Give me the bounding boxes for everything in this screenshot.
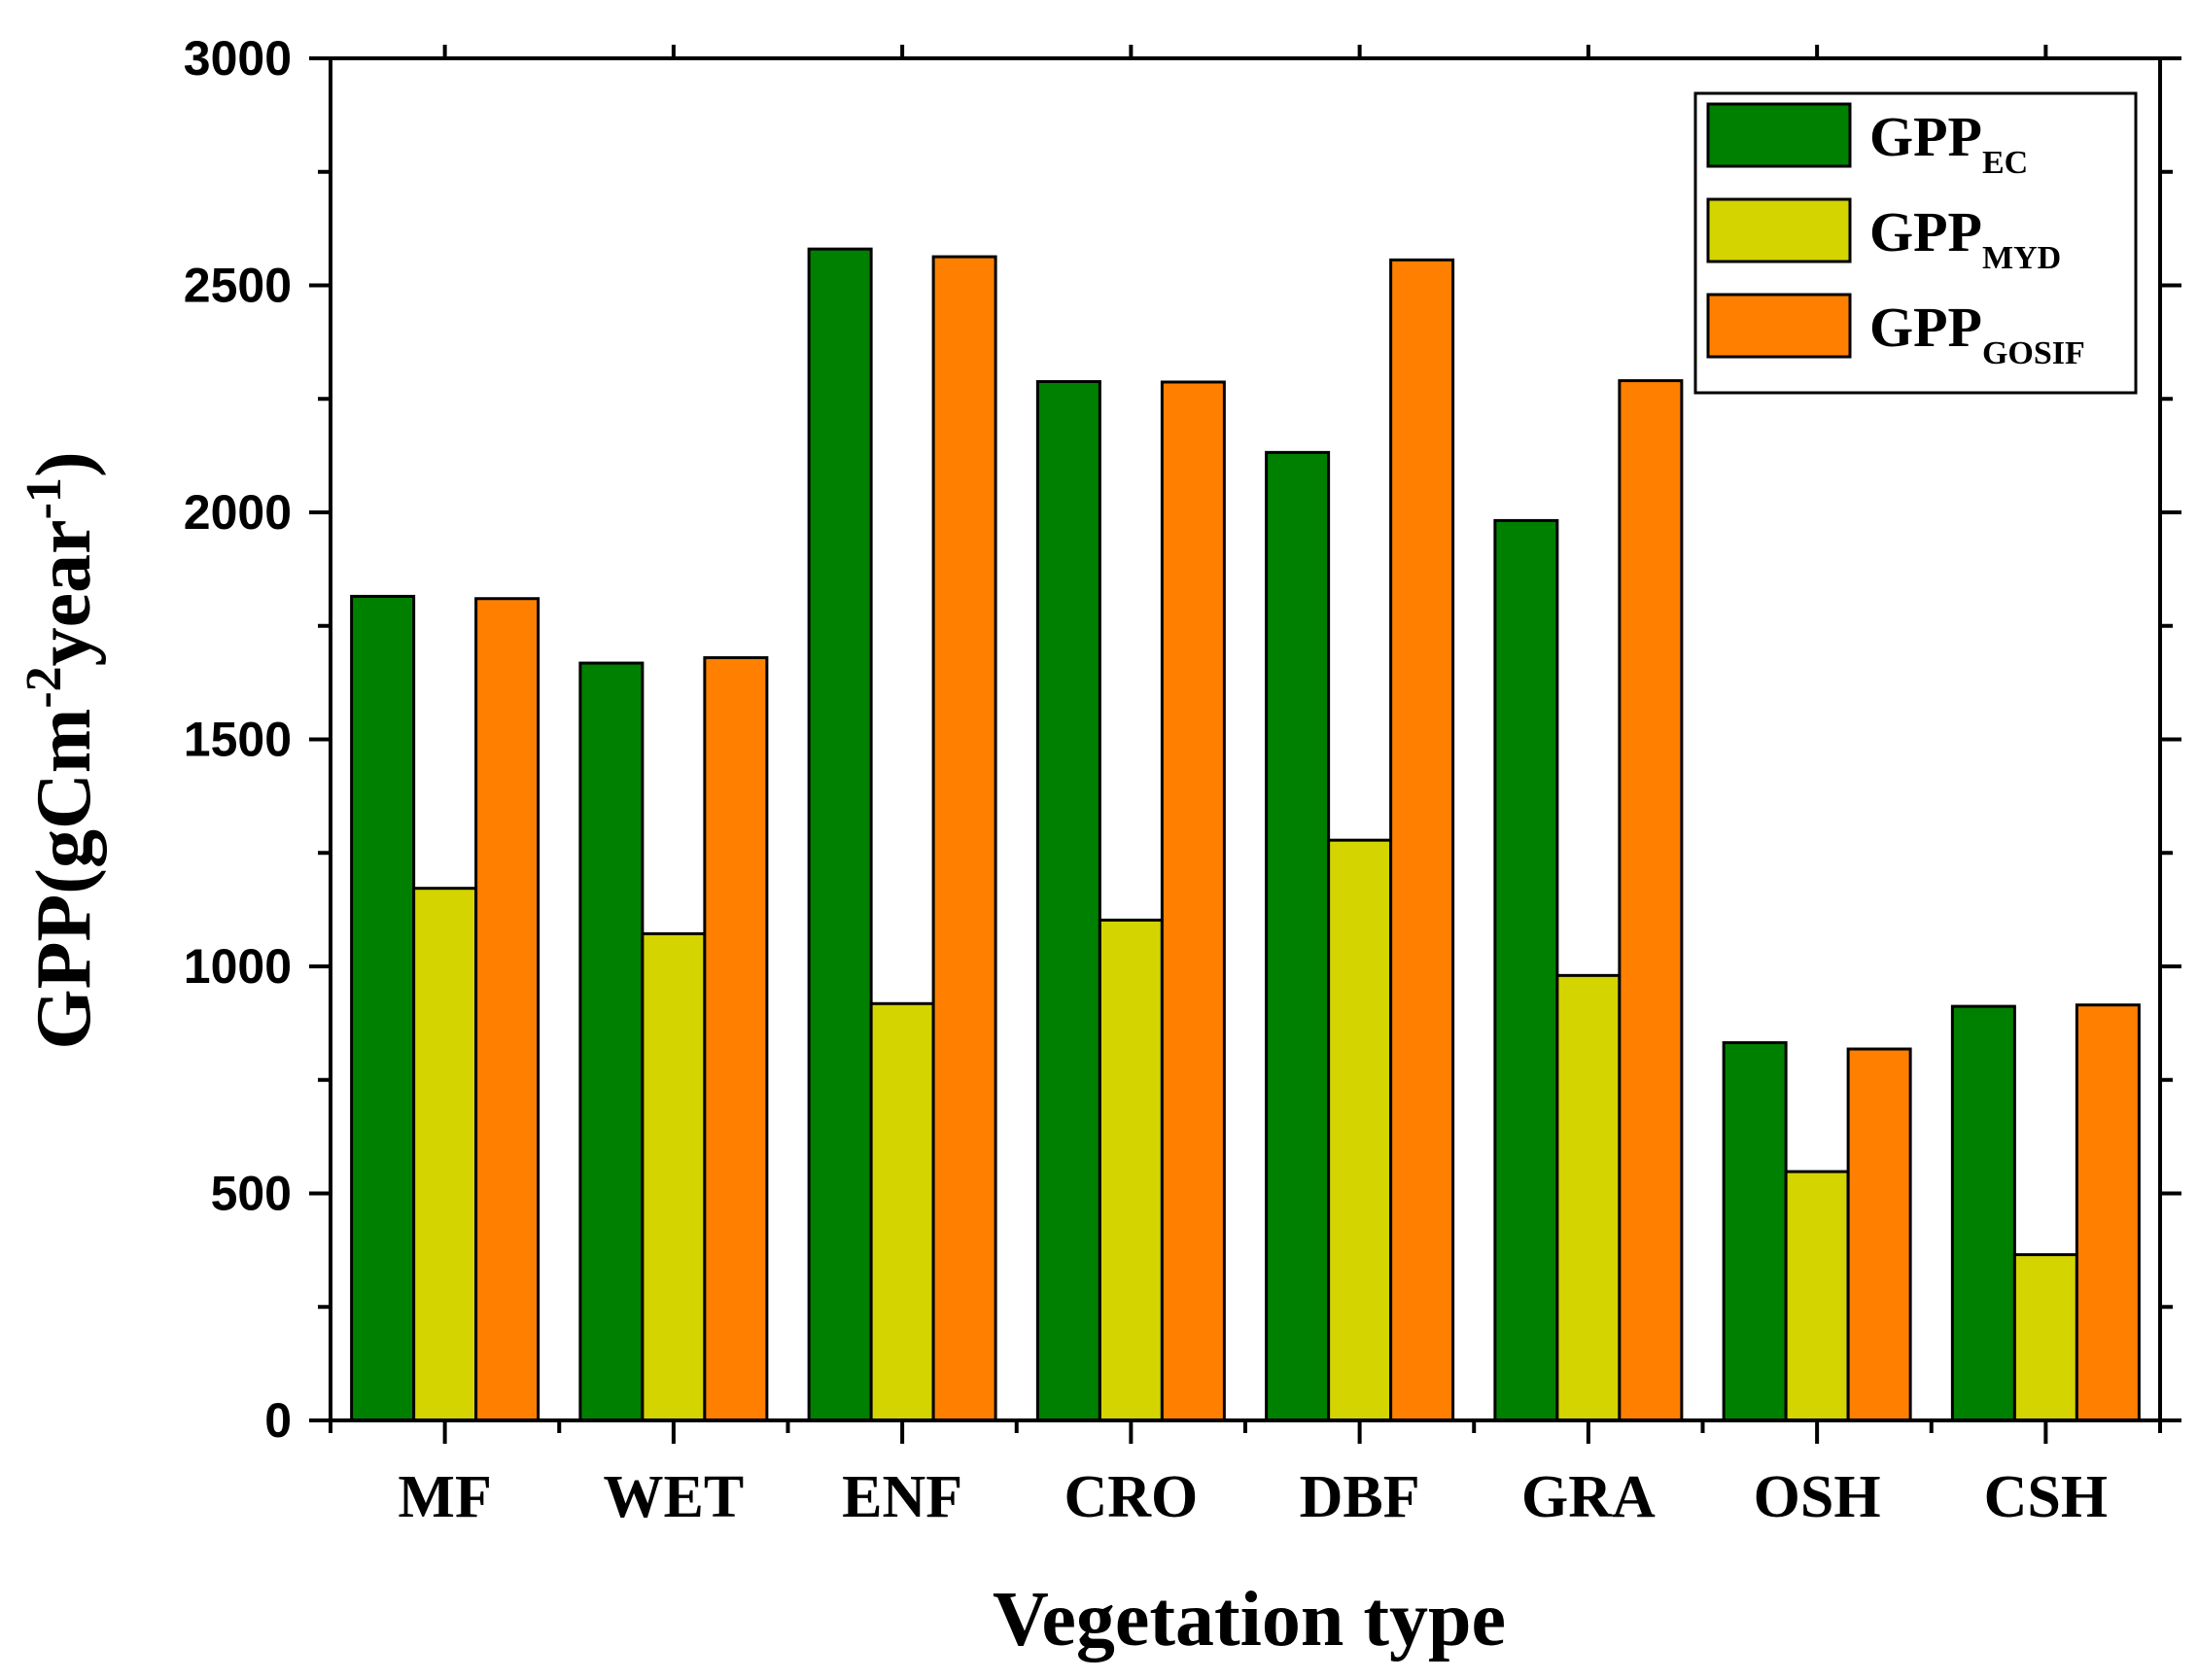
y-axis-title-main: GPP(gCm	[21, 709, 107, 1050]
bar-myd-osh	[1784, 1170, 1850, 1422]
y-axis-title-mid: year	[21, 519, 107, 666]
bar-ec-cro	[1035, 380, 1101, 1422]
bar-gosif-enf	[931, 255, 997, 1422]
bar-ec-gra	[1493, 518, 1559, 1422]
bar-ec-dbf	[1265, 450, 1331, 1422]
y-axis-title-close: )	[21, 451, 107, 477]
x-axis-title: Vegetation type	[993, 1577, 1506, 1662]
bar-myd-enf	[869, 1001, 935, 1422]
y-tick-label-0: 0	[264, 1393, 292, 1448]
legend-swatch-gosif	[1706, 293, 1852, 359]
x-category-label-osh: OSH	[1754, 1464, 1881, 1530]
y-tick-label-2500: 2500	[184, 259, 292, 313]
x-category-label-enf: ENF	[842, 1464, 962, 1530]
y-tick-label-1500: 1500	[184, 713, 292, 767]
bar-ec-osh	[1722, 1040, 1788, 1422]
x-category-label-dbf: DBF	[1300, 1464, 1420, 1530]
bar-myd-gra	[1555, 973, 1622, 1422]
legend-swatch-ec	[1706, 102, 1852, 168]
bar-myd-wet	[641, 931, 707, 1422]
legend-label-gosif: GPPGOSIF	[1869, 296, 2085, 371]
bar-gosif-mf	[474, 597, 541, 1422]
x-category-label-cro: CRO	[1064, 1464, 1198, 1530]
bar-gosif-osh	[1846, 1047, 1912, 1422]
bar-gosif-csh	[2075, 1003, 2141, 1422]
legend-swatch-myd	[1706, 197, 1852, 263]
x-category-label-gra: GRA	[1521, 1464, 1656, 1530]
bar-myd-csh	[2012, 1253, 2078, 1422]
y-axis-title-exp2: -1	[17, 477, 72, 519]
y-tick-label-500: 500	[211, 1167, 292, 1221]
bar-myd-dbf	[1327, 838, 1393, 1422]
bar-ec-csh	[1950, 1004, 2016, 1422]
bar-gosif-gra	[1618, 379, 1684, 1422]
bars-group	[350, 247, 2141, 1422]
legend-label-myd: GPPMYD	[1869, 200, 2061, 276]
bar-myd-cro	[1098, 918, 1164, 1422]
legend-label-ec: GPPEC	[1869, 105, 2028, 181]
x-categories-group: MF WET ENF CRO DBF GRA OSH CSH	[329, 45, 2162, 1530]
x-category-label-csh: CSH	[1984, 1464, 2108, 1530]
bar-gosif-dbf	[1389, 258, 1455, 1422]
x-category-label-wet: WET	[604, 1464, 745, 1530]
y-tick-label-3000: 3000	[184, 31, 292, 86]
bar-ec-wet	[578, 661, 645, 1422]
bar-ec-mf	[350, 594, 416, 1422]
bar-gosif-wet	[703, 655, 769, 1422]
bar-myd-mf	[412, 887, 478, 1422]
y-ticks-group: 0 500 1000 1500 2000 2500 3000	[184, 31, 2181, 1448]
y-tick-label-1000: 1000	[184, 939, 292, 994]
legend: GPPEC GPPMYD GPPGOSIF	[1693, 91, 2138, 395]
x-category-label-mf: MF	[398, 1464, 491, 1530]
y-axis-title: GPP(gCm-2year-1)	[17, 451, 107, 1049]
y-tick-label-2000: 2000	[184, 485, 292, 540]
bar-ec-enf	[807, 247, 873, 1422]
bar-gosif-cro	[1160, 380, 1226, 1422]
y-axis-title-exp1: -2	[17, 666, 72, 708]
